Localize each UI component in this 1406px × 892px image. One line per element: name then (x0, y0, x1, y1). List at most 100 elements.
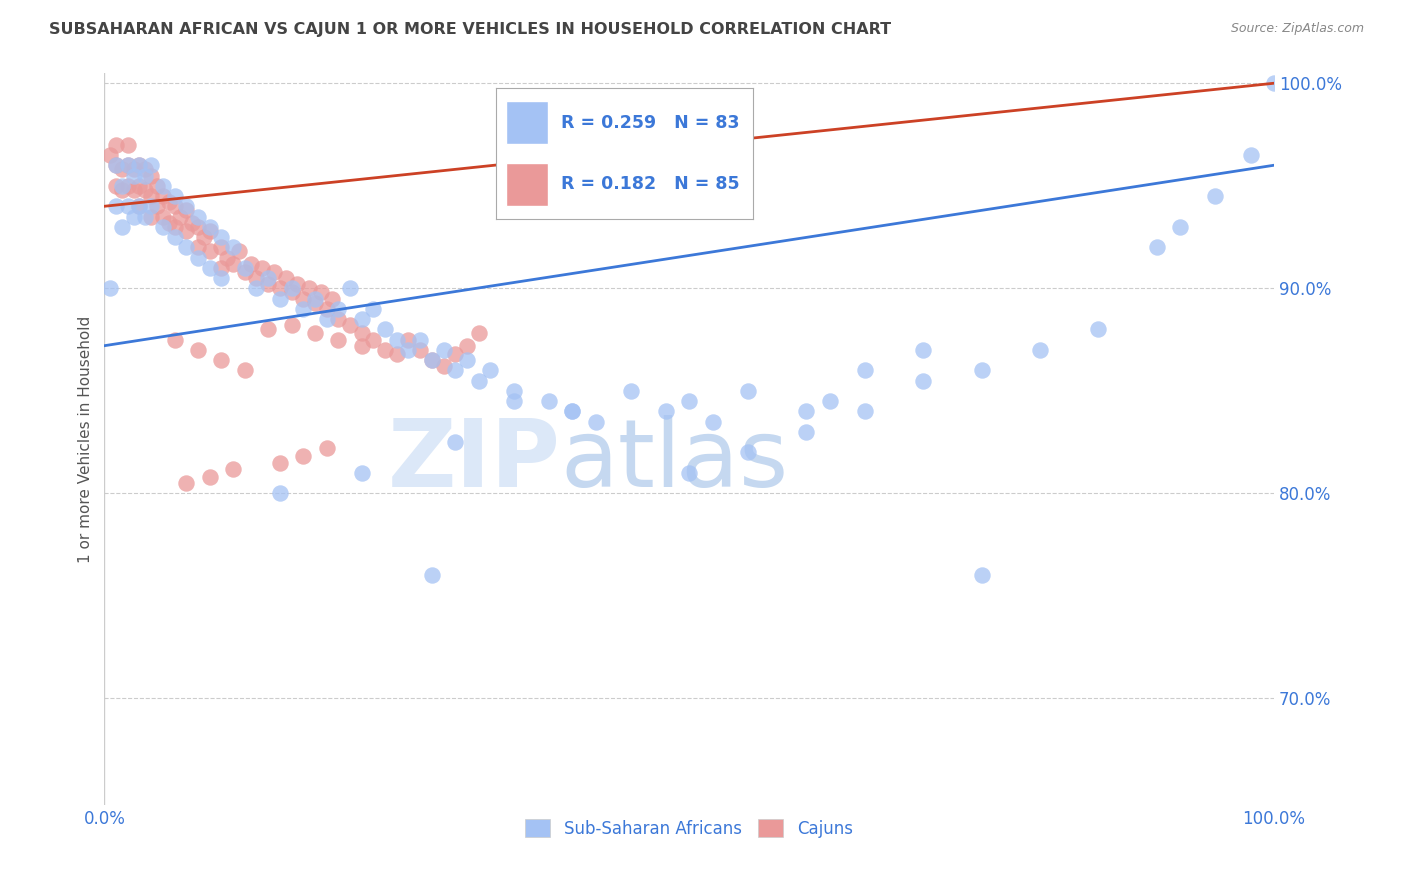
Point (198, 219, 221, 234)
Point (105, 137, 128, 152)
Point (111, 219, 134, 234)
Point (432, 343, 454, 357)
Point (134, 162, 156, 177)
Point (163, 230, 186, 244)
Point (444, 363, 467, 377)
Point (257, 322, 280, 336)
Point (409, 343, 432, 357)
Point (292, 292, 315, 306)
Point (678, 466, 700, 480)
Point (217, 251, 239, 265)
Point (274, 271, 297, 285)
Point (339, 281, 361, 295)
Point (257, 277, 280, 292)
Point (444, 347, 467, 361)
Point (117, 137, 139, 152)
Point (128, 178, 150, 193)
Point (409, 333, 432, 347)
Point (134, 183, 156, 197)
Point (1170, 219, 1192, 234)
Point (157, 216, 180, 230)
Point (98, 281, 121, 295)
Point (152, 178, 174, 193)
Point (163, 333, 186, 347)
Point (292, 301, 315, 316)
Point (209, 271, 232, 285)
Point (1087, 322, 1109, 336)
Point (122, 162, 145, 177)
Point (117, 158, 139, 172)
Point (585, 415, 607, 429)
Point (456, 339, 478, 353)
Point (187, 251, 209, 265)
Point (141, 158, 163, 172)
Point (398, 343, 420, 357)
Point (245, 281, 267, 295)
Point (152, 210, 174, 224)
Point (1239, 148, 1261, 162)
Y-axis label: 1 or more Vehicles in Household: 1 or more Vehicles in Household (79, 316, 93, 563)
Point (105, 178, 128, 193)
Point (128, 199, 150, 213)
Point (105, 199, 128, 213)
Point (117, 199, 139, 213)
Point (239, 257, 262, 271)
Point (280, 318, 302, 333)
Point (174, 240, 197, 254)
Point (794, 404, 817, 418)
Point (174, 476, 197, 491)
Point (432, 359, 454, 374)
Point (374, 343, 396, 357)
Point (1029, 343, 1052, 357)
Point (222, 240, 245, 254)
Point (141, 189, 163, 203)
Point (280, 281, 302, 295)
Point (853, 363, 876, 377)
Point (298, 281, 321, 295)
Point (174, 203, 197, 218)
Point (502, 394, 524, 409)
Text: atlas: atlas (561, 415, 789, 507)
Point (187, 240, 209, 254)
Point (105, 158, 128, 172)
Point (420, 353, 443, 368)
Point (163, 219, 186, 234)
Point (122, 169, 145, 183)
Point (209, 240, 232, 254)
Point (187, 210, 209, 224)
Point (174, 199, 197, 213)
Point (233, 363, 256, 377)
Point (193, 230, 215, 244)
Point (134, 169, 156, 183)
Point (737, 445, 759, 459)
Point (263, 265, 285, 279)
Point (174, 224, 197, 238)
Point (385, 333, 408, 347)
Point (252, 260, 274, 275)
Point (105, 158, 128, 172)
Point (737, 384, 759, 398)
Point (198, 260, 221, 275)
Point (912, 374, 935, 388)
Point (117, 158, 139, 172)
Point (467, 326, 489, 341)
Point (794, 425, 817, 439)
Point (245, 271, 267, 285)
Point (198, 244, 221, 259)
Point (146, 178, 169, 193)
Point (198, 224, 221, 238)
Point (328, 312, 350, 326)
Point (350, 466, 373, 480)
Point (970, 363, 993, 377)
Point (128, 158, 150, 172)
Point (561, 404, 583, 418)
Point (181, 216, 204, 230)
Point (141, 210, 163, 224)
Point (315, 301, 337, 316)
Point (209, 353, 232, 368)
Point (339, 318, 361, 333)
Point (269, 281, 291, 295)
Point (502, 384, 524, 398)
Point (233, 260, 256, 275)
Point (912, 343, 935, 357)
